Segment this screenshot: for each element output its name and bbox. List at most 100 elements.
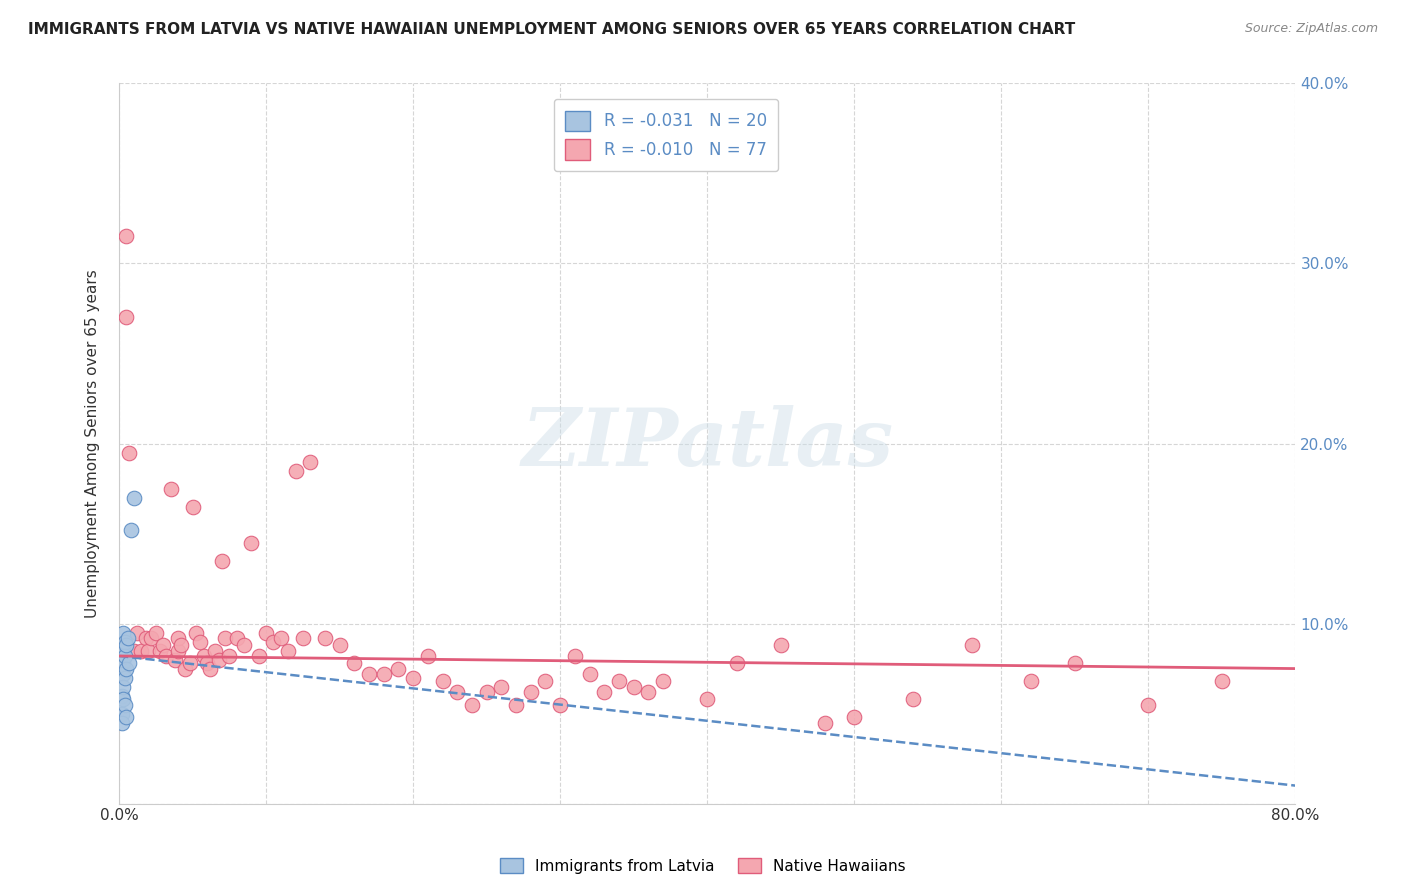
Text: ZIPatlas: ZIPatlas <box>522 405 893 483</box>
Point <box>696 692 718 706</box>
Point <box>343 656 366 670</box>
Point <box>387 662 409 676</box>
Point <box>111 689 134 703</box>
Point <box>637 685 659 699</box>
Point <box>129 643 152 657</box>
Y-axis label: Unemployment Among Seniors over 65 years: Unemployment Among Seniors over 65 years <box>86 269 100 618</box>
Point <box>1019 674 1042 689</box>
Point <box>225 631 247 645</box>
Point <box>505 698 527 712</box>
Point <box>111 706 134 721</box>
Point <box>607 674 630 689</box>
Point <box>901 692 924 706</box>
Point <box>115 710 138 724</box>
Point <box>114 698 136 712</box>
Point <box>114 671 136 685</box>
Point <box>149 643 172 657</box>
Point <box>208 652 231 666</box>
Point <box>373 667 395 681</box>
Point <box>112 625 135 640</box>
Point <box>174 662 197 676</box>
Point <box>179 656 201 670</box>
Point <box>112 643 135 657</box>
Point <box>446 685 468 699</box>
Point <box>548 698 571 712</box>
Text: IMMIGRANTS FROM LATVIA VS NATIVE HAWAIIAN UNEMPLOYMENT AMONG SENIORS OVER 65 YEA: IMMIGRANTS FROM LATVIA VS NATIVE HAWAIIA… <box>28 22 1076 37</box>
Point <box>141 631 163 645</box>
Point <box>181 500 204 514</box>
Point <box>112 656 135 670</box>
Point <box>233 638 256 652</box>
Point <box>844 710 866 724</box>
Point <box>534 674 557 689</box>
Legend: Immigrants from Latvia, Native Hawaiians: Immigrants from Latvia, Native Hawaiians <box>495 852 911 880</box>
Point <box>195 656 218 670</box>
Point <box>111 715 134 730</box>
Point <box>652 674 675 689</box>
Point <box>115 310 138 325</box>
Point <box>120 523 142 537</box>
Point <box>247 648 270 663</box>
Point <box>112 692 135 706</box>
Point <box>218 648 240 663</box>
Point <box>314 631 336 645</box>
Point <box>1063 656 1085 670</box>
Point <box>184 625 207 640</box>
Point <box>211 553 233 567</box>
Point <box>270 631 292 645</box>
Point <box>115 638 138 652</box>
Point <box>193 648 215 663</box>
Legend: R = -0.031   N = 20, R = -0.010   N = 77: R = -0.031 N = 20, R = -0.010 N = 77 <box>554 99 779 171</box>
Point <box>284 464 307 478</box>
Point <box>357 667 380 681</box>
Point <box>769 638 792 652</box>
Point <box>125 625 148 640</box>
Point <box>114 634 136 648</box>
Point <box>960 638 983 652</box>
Point <box>115 662 138 676</box>
Point <box>118 445 141 459</box>
Point <box>254 625 277 640</box>
Point <box>520 685 543 699</box>
Point <box>204 643 226 657</box>
Point <box>491 680 513 694</box>
Point <box>167 631 190 645</box>
Point <box>134 631 156 645</box>
Point <box>475 685 498 699</box>
Point <box>118 656 141 670</box>
Point <box>170 638 193 652</box>
Point <box>277 643 299 657</box>
Point <box>114 648 136 663</box>
Point <box>578 667 600 681</box>
Point <box>145 625 167 640</box>
Point <box>291 631 314 645</box>
Point <box>200 662 222 676</box>
Point <box>167 643 190 657</box>
Point <box>152 638 174 652</box>
Point <box>1211 674 1233 689</box>
Point <box>163 652 186 666</box>
Point <box>138 643 160 657</box>
Point <box>159 482 181 496</box>
Point <box>155 648 177 663</box>
Point <box>299 454 322 468</box>
Point <box>112 680 135 694</box>
Text: Source: ZipAtlas.com: Source: ZipAtlas.com <box>1244 22 1378 36</box>
Point <box>461 698 484 712</box>
Point <box>262 634 284 648</box>
Point <box>122 643 145 657</box>
Point <box>115 229 138 244</box>
Point <box>188 634 211 648</box>
Point <box>432 674 454 689</box>
Point <box>623 680 645 694</box>
Point <box>564 648 586 663</box>
Point <box>117 631 139 645</box>
Point <box>122 491 145 505</box>
Point <box>725 656 748 670</box>
Point <box>240 535 263 549</box>
Point <box>416 648 439 663</box>
Point <box>214 631 236 645</box>
Point <box>1137 698 1160 712</box>
Point <box>593 685 616 699</box>
Point <box>112 667 135 681</box>
